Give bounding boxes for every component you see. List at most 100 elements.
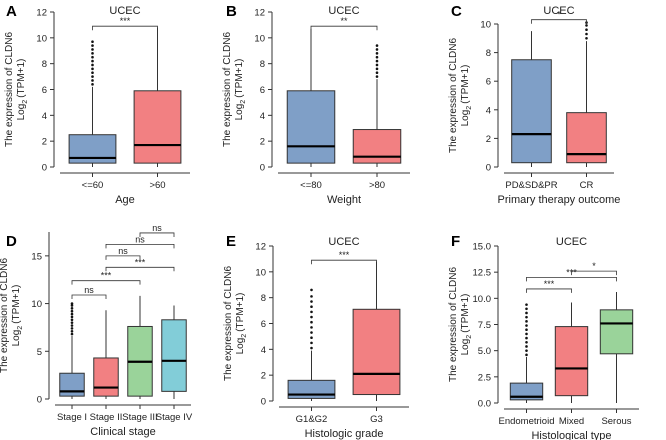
outlier-point <box>70 315 74 319</box>
significance-bracket: * <box>531 10 587 24</box>
y-axis-label-log-word: Log <box>460 110 471 127</box>
y-tick-label: 6 <box>261 319 266 330</box>
box-body <box>511 59 552 164</box>
y-tick-label: 4 <box>260 111 265 122</box>
y-axis-label-log-word: Log <box>11 330 22 347</box>
y-axis-label-log: Log2 (TPM+1) <box>460 294 473 356</box>
box-0 <box>286 28 336 167</box>
significance-label: ns <box>152 223 162 233</box>
y-tick-label: 12 <box>254 8 265 19</box>
box-body <box>93 357 119 397</box>
significance-label: *** <box>339 250 350 260</box>
outlier-point <box>91 63 94 67</box>
outlier-point <box>525 324 528 327</box>
y-tick-label: 2 <box>486 134 491 145</box>
y-tick-label: 15.0 <box>473 242 492 253</box>
significance-bracket: *** <box>105 257 175 272</box>
box-1 <box>352 261 401 401</box>
x-tick-label: >80 <box>369 180 385 191</box>
outlier-point <box>70 324 74 327</box>
outlier-point <box>91 79 94 82</box>
x-tick-label: Endometrioid <box>499 416 555 427</box>
x-axis-label: Primary therapy outcome <box>498 194 621 206</box>
significance-bracket: ns <box>139 223 175 237</box>
outlier-point <box>525 311 528 315</box>
y-axis-label-log-subscript: 2 <box>466 106 473 110</box>
x-tick-label: Stage I <box>57 412 87 423</box>
x-tick-label: Stage II <box>90 412 123 423</box>
y-axis-label-log-subscript: 2 <box>241 334 248 338</box>
box-body <box>161 319 187 392</box>
x-tick-label: Stage IV <box>156 412 193 423</box>
panel-title: UCEC <box>328 5 359 17</box>
outlier-point <box>375 48 379 51</box>
outlier-point <box>310 341 313 345</box>
panel-d: D 0 5 10 15 The expression of CLDN6 Log2 (TPM+1… <box>0 223 193 438</box>
y-tick-label: 8 <box>261 293 266 304</box>
outlier-point <box>310 288 313 292</box>
x-tick-label: PD&SD&PR <box>505 180 557 191</box>
outlier-point <box>525 345 528 348</box>
bracket-line <box>526 288 572 293</box>
box-0 <box>511 31 552 167</box>
outlier-point <box>585 37 588 40</box>
outlier-point <box>91 83 94 86</box>
y-axis-label-log-word: Log <box>234 104 245 121</box>
x-tick-label: Mixed <box>559 416 584 427</box>
outlier-point <box>91 55 94 59</box>
y-axis-label: The expression of CLDN6 <box>0 258 10 373</box>
box-1 <box>554 302 589 403</box>
panel-title: UCEC <box>543 5 574 17</box>
y-tick-label: 12.5 <box>473 268 492 279</box>
y-tick-label: 0 <box>260 163 265 174</box>
x-axis-label: Clinical stage <box>90 426 155 438</box>
outlier-point <box>310 315 313 319</box>
significance-bracket: * <box>571 261 617 276</box>
y-axis-label-log: Log2 (TPM+1) <box>234 59 247 121</box>
panel-title: UCEC <box>556 236 587 248</box>
outlier-point <box>525 315 528 319</box>
y-axis-label-unit: (TPM+1) <box>460 65 471 104</box>
outlier-point <box>70 327 74 330</box>
y-tick-label: 6 <box>42 85 47 96</box>
outlier-point <box>525 353 528 357</box>
y-tick-label: 8 <box>42 59 47 70</box>
outlier-point <box>525 307 528 311</box>
outlier-point <box>70 302 74 305</box>
y-tick-label: 6 <box>486 77 491 88</box>
y-tick-label: 10 <box>31 299 42 310</box>
outlier-point <box>70 312 74 316</box>
outlier-point <box>310 326 313 329</box>
panel-title: UCEC <box>328 236 359 248</box>
outlier-point <box>375 67 379 71</box>
y-axis-label-log: Log2 (TPM+1) <box>16 59 29 121</box>
panel-letter: A <box>6 3 17 20</box>
bracket-line <box>71 294 107 299</box>
outlier-point <box>375 59 379 63</box>
y-tick-label: 10 <box>254 33 265 44</box>
outlier-point <box>585 32 588 36</box>
significance-bracket: ns <box>105 246 141 260</box>
y-axis-label-log-subscript: 2 <box>240 100 247 104</box>
outlier-point <box>91 52 94 55</box>
box-1 <box>133 27 182 167</box>
x-axis-label: Histologic grade <box>305 428 384 440</box>
bracket-line <box>105 244 175 249</box>
y-tick-label: 15 <box>31 251 42 262</box>
outlier-point <box>70 307 74 310</box>
y-tick-label: 10.0 <box>473 294 492 305</box>
x-tick-label: <=80 <box>300 180 322 191</box>
outlier-point <box>375 44 379 47</box>
outlier-point <box>70 329 74 333</box>
y-tick-label: 4 <box>486 105 491 116</box>
y-tick-label: 4 <box>261 345 266 356</box>
box-body <box>352 129 402 164</box>
box-body <box>287 379 336 399</box>
panel-f: F UCEC 0.0 2.5 5.0 7.5 10.0 12.5 15.0 The express… <box>448 233 639 440</box>
outlier-point <box>91 75 94 78</box>
x-tick-label: >60 <box>149 180 165 191</box>
significance-label: * <box>592 261 596 271</box>
y-axis-label: The expression of CLDN6 <box>222 32 233 147</box>
outlier-point <box>310 346 313 350</box>
